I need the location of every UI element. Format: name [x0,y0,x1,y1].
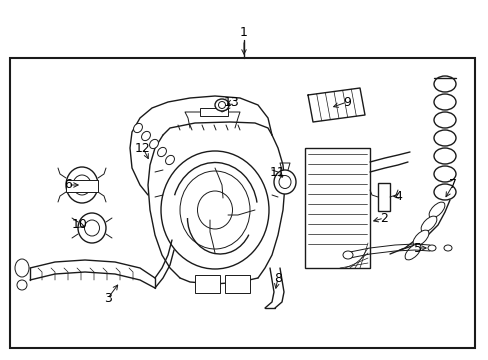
Ellipse shape [133,123,142,132]
Bar [10,58,474,348]
Text: 8: 8 [273,271,282,284]
Text: 12: 12 [135,141,151,154]
Text: 10: 10 [72,219,88,231]
Text: 3: 3 [104,292,112,305]
Ellipse shape [433,166,455,182]
Ellipse shape [273,170,295,194]
Ellipse shape [73,175,91,195]
Bar [305,148,369,268]
Text: 1: 1 [240,26,247,39]
Ellipse shape [180,171,249,249]
Ellipse shape [197,191,232,229]
Ellipse shape [17,280,27,290]
Ellipse shape [66,167,98,203]
Ellipse shape [342,251,352,259]
Text: 11: 11 [269,166,285,179]
Ellipse shape [412,230,428,246]
Ellipse shape [78,213,106,243]
Ellipse shape [433,184,455,200]
Bar [66,180,98,192]
Text: 6: 6 [64,179,72,192]
Ellipse shape [279,175,290,189]
Ellipse shape [84,220,99,236]
Bar [224,275,249,293]
Ellipse shape [428,202,444,218]
Ellipse shape [141,131,150,141]
Ellipse shape [433,94,455,110]
Bar [377,183,389,211]
Ellipse shape [433,76,455,92]
Bar [200,108,227,116]
Text: 13: 13 [224,95,240,108]
Text: 2: 2 [379,211,387,225]
Ellipse shape [404,244,420,260]
Text: 5: 5 [413,242,421,255]
Text: 7: 7 [448,179,456,192]
Ellipse shape [218,102,225,108]
Ellipse shape [149,139,158,149]
Ellipse shape [161,151,268,269]
Ellipse shape [433,130,455,146]
Ellipse shape [443,245,451,251]
Ellipse shape [420,216,436,232]
Ellipse shape [157,147,166,157]
Text: 4: 4 [393,189,401,202]
Text: 9: 9 [343,95,350,108]
Ellipse shape [215,99,228,111]
Ellipse shape [165,156,174,165]
Ellipse shape [15,259,29,277]
Ellipse shape [427,245,435,251]
Ellipse shape [78,180,86,189]
Ellipse shape [433,148,455,164]
Bar [195,275,220,293]
Ellipse shape [433,112,455,128]
